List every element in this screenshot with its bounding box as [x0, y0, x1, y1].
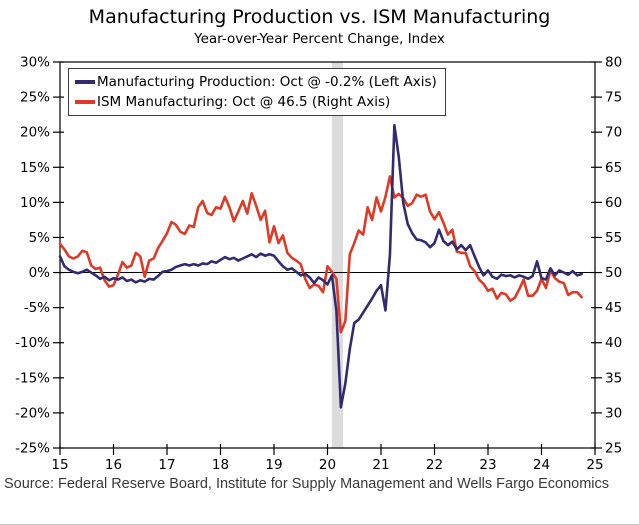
- right-axis-tick-label: 25: [605, 441, 622, 457]
- x-axis-tick-label: 22: [426, 457, 443, 473]
- right-axis-tick-label: 80: [605, 55, 622, 71]
- x-axis-tick-label: 23: [479, 457, 496, 473]
- chart-subtitle: Year-over-Year Percent Change, Index: [194, 31, 445, 47]
- ism-manufacturing-line: [58, 175, 583, 334]
- chart-legend: Manufacturing Production: Oct @ -0.2% (L…: [68, 68, 446, 116]
- right-axis-tick-label: 35: [605, 370, 622, 386]
- left-axis-tick-label: 5%: [29, 230, 51, 246]
- chart-title: Manufacturing Production vs. ISM Manufac…: [88, 6, 551, 28]
- x-axis-tick-label: 15: [51, 457, 68, 473]
- right-axis-tick-label: 30: [605, 405, 622, 421]
- x-axis-tick-label: 25: [586, 457, 603, 473]
- recession-shading-band: [331, 62, 344, 448]
- right-axis-tick-label: 55: [605, 230, 622, 246]
- x-axis-tick-label: 20: [319, 457, 336, 473]
- left-axis-tick-label: 25%: [20, 90, 50, 106]
- right-axis-tick-label: 45: [605, 300, 622, 316]
- left-axis-tick-label: 10%: [20, 195, 50, 211]
- manufacturing-production-line: [58, 123, 583, 409]
- source-attribution: Source: Federal Reserve Board, Institute…: [4, 476, 609, 492]
- left-axis-tick-label: 0%: [29, 265, 51, 281]
- left-axis-tick-label: -20%: [15, 405, 50, 421]
- ism-manufacturing-line-swatch: [75, 100, 95, 104]
- left-axis-tick-label: 30%: [20, 55, 50, 71]
- right-axis-tick-label: 75: [605, 90, 622, 106]
- legend-item: ISM Manufacturing: Oct @ 46.5 (Right Axi…: [75, 92, 437, 112]
- right-axis-tick-label: 60: [605, 195, 622, 211]
- x-axis-tick-label: 19: [265, 457, 282, 473]
- left-axis-tick-label: -10%: [15, 335, 50, 351]
- legend-label: Manufacturing Production: Oct @ -0.2% (L…: [97, 74, 437, 90]
- legend-item: Manufacturing Production: Oct @ -0.2% (L…: [75, 72, 437, 92]
- x-axis-tick-label: 17: [158, 457, 175, 473]
- left-axis-tick-label: 20%: [20, 125, 50, 141]
- x-axis-tick-label: 24: [533, 457, 550, 473]
- left-axis-tick-label: -5%: [24, 300, 50, 316]
- x-axis-tick-label: 21: [372, 457, 389, 473]
- right-axis-tick-label: 40: [605, 335, 622, 351]
- legend-label: ISM Manufacturing: Oct @ 46.5 (Right Axi…: [97, 94, 391, 110]
- manufacturing-production-line-swatch: [75, 80, 95, 84]
- left-axis-tick-label: -15%: [15, 370, 50, 386]
- x-axis-tick-label: 16: [105, 457, 122, 473]
- left-axis-tick-label: 15%: [20, 160, 50, 176]
- x-axis-tick-label: 18: [212, 457, 229, 473]
- right-axis-tick-label: 65: [605, 160, 622, 176]
- right-axis-tick-label: 70: [605, 125, 622, 141]
- right-axis-tick-label: 50: [605, 265, 622, 281]
- left-axis-tick-label: -25%: [15, 441, 50, 457]
